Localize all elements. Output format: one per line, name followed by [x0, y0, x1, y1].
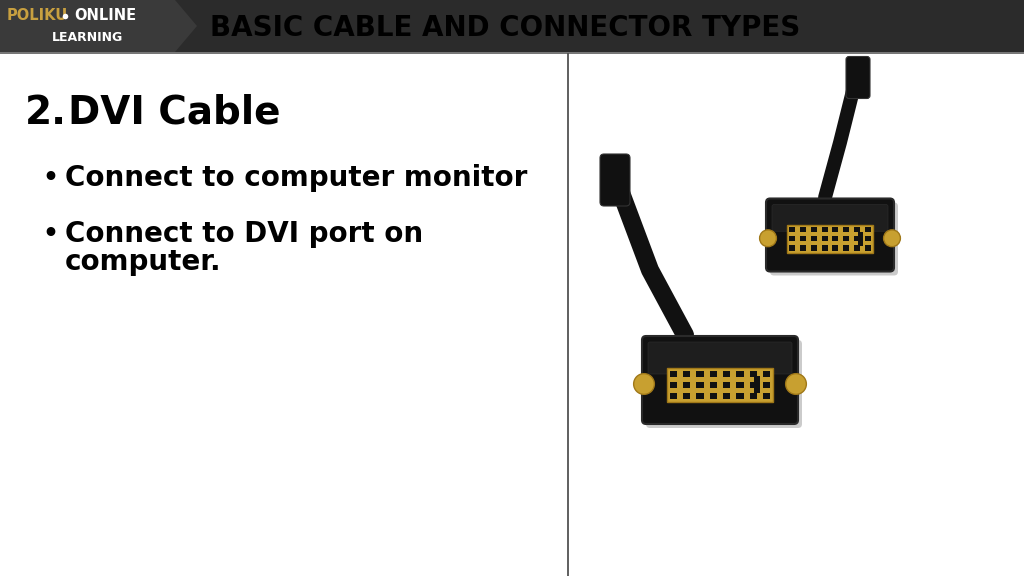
Bar — [821, 236, 827, 241]
Text: LEARNING: LEARNING — [52, 31, 123, 44]
Bar — [763, 370, 770, 377]
Bar — [811, 228, 817, 232]
Text: Connect to DVI port on: Connect to DVI port on — [65, 220, 423, 248]
Text: 2.: 2. — [25, 94, 67, 132]
FancyBboxPatch shape — [846, 56, 870, 98]
Bar — [854, 236, 860, 241]
Bar — [786, 225, 873, 252]
Text: ONLINE: ONLINE — [74, 8, 136, 23]
Bar — [723, 382, 730, 388]
FancyBboxPatch shape — [600, 154, 630, 206]
Bar — [683, 382, 690, 388]
Bar — [754, 376, 761, 393]
Bar — [736, 393, 743, 399]
Bar — [736, 382, 743, 388]
Polygon shape — [175, 0, 197, 52]
Bar — [670, 370, 677, 377]
Bar — [750, 382, 757, 388]
FancyBboxPatch shape — [766, 199, 894, 271]
Bar — [763, 393, 770, 399]
Bar — [821, 228, 827, 232]
FancyBboxPatch shape — [646, 340, 802, 428]
Bar — [750, 370, 757, 377]
Bar — [683, 370, 690, 377]
Bar — [667, 368, 773, 401]
Bar — [683, 393, 690, 399]
Bar — [821, 245, 827, 251]
Bar — [0, 0, 175, 52]
Bar — [736, 370, 743, 377]
Bar — [843, 228, 849, 232]
FancyBboxPatch shape — [772, 204, 888, 231]
Bar — [811, 245, 817, 251]
FancyBboxPatch shape — [648, 342, 792, 374]
Bar — [854, 228, 860, 232]
Text: •: • — [42, 166, 58, 190]
Bar — [670, 393, 677, 399]
Bar — [865, 228, 870, 232]
Bar — [800, 245, 806, 251]
Bar — [0, 0, 1024, 52]
Bar — [833, 245, 839, 251]
Bar — [710, 382, 717, 388]
Bar — [710, 370, 717, 377]
Text: BASIC CABLE AND CONNECTOR TYPES: BASIC CABLE AND CONNECTOR TYPES — [210, 14, 800, 42]
Bar — [833, 236, 839, 241]
Text: Connect to computer monitor: Connect to computer monitor — [65, 164, 527, 192]
Circle shape — [760, 230, 776, 247]
Bar — [763, 382, 770, 388]
Bar — [858, 232, 863, 246]
Bar — [843, 245, 849, 251]
FancyBboxPatch shape — [642, 336, 798, 424]
Text: computer.: computer. — [65, 248, 221, 276]
Bar — [865, 245, 870, 251]
Bar — [790, 228, 796, 232]
Bar — [800, 236, 806, 241]
Bar — [0, 52, 1024, 54]
Circle shape — [785, 374, 806, 395]
Bar — [723, 370, 730, 377]
Bar — [865, 236, 870, 241]
Bar — [696, 393, 703, 399]
Circle shape — [884, 230, 900, 247]
Bar — [750, 393, 757, 399]
Bar — [696, 382, 703, 388]
FancyBboxPatch shape — [770, 203, 898, 275]
Bar — [790, 236, 796, 241]
Text: •: • — [42, 222, 58, 246]
Text: DVI Cable: DVI Cable — [68, 94, 281, 132]
Bar — [833, 228, 839, 232]
Bar — [568, 52, 1024, 576]
Bar — [811, 236, 817, 241]
Bar — [710, 393, 717, 399]
Bar — [723, 393, 730, 399]
Circle shape — [634, 374, 654, 395]
Bar — [843, 236, 849, 241]
Bar — [800, 228, 806, 232]
Bar — [790, 245, 796, 251]
Bar — [854, 245, 860, 251]
Bar — [670, 382, 677, 388]
Text: POLIKU: POLIKU — [7, 8, 69, 23]
Bar — [696, 370, 703, 377]
